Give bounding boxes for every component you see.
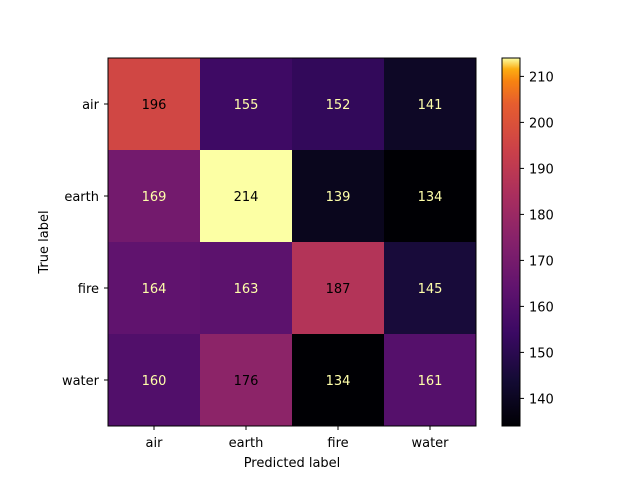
cell-value-label: 134	[418, 190, 443, 205]
cell-value-label: 214	[234, 190, 259, 205]
cell-value-label: 134	[326, 374, 351, 389]
heatmap-cell-air-fire	[292, 58, 385, 151]
heatmap-cell-fire-earth	[200, 242, 293, 335]
x-tick-label-air: air	[146, 436, 164, 451]
cell-value-label: 141	[418, 98, 443, 113]
colorbar-ticks: 140 150 160 170 180 190 200 210	[520, 70, 554, 407]
cell-value-label: 145	[418, 282, 443, 297]
heatmap-cell-air-air	[108, 58, 201, 151]
cell-value-label: 164	[142, 282, 167, 297]
cell-value-label: 176	[234, 374, 259, 389]
heatmap-cell-fire-fire	[292, 242, 385, 335]
heatmap-cell-water-earth	[200, 334, 293, 427]
heatmap-cell-earth-fire	[292, 150, 385, 243]
colorbar-tick-label: 200	[529, 116, 554, 131]
cell-value-label: 139	[326, 190, 351, 205]
colorbar-tick-label: 180	[529, 208, 554, 223]
cell-value-label: 152	[326, 98, 351, 113]
y-axis-ticks: air earth fire water	[62, 98, 108, 389]
heatmap-cell-fire-water	[384, 242, 477, 335]
cell-value-label: 163	[234, 282, 259, 297]
heatmap-cell-fire-air	[108, 242, 201, 335]
colorbar-tick-label: 160	[529, 300, 554, 315]
heatmap-cell-water-fire	[292, 334, 385, 427]
heatmap-cell-earth-earth	[200, 150, 293, 243]
y-tick-label-fire: fire	[78, 282, 99, 297]
plot-frame	[107, 57, 477, 427]
y-tick-label-earth: earth	[64, 190, 99, 205]
x-axis-label: Predicted label	[244, 456, 341, 471]
colorbar-tick-label: 140	[529, 392, 554, 407]
heatmap-cells: 196 155 152 141 169 214 139 134 164 163 187 145 160 1…	[108, 58, 477, 427]
colorbar-tick-label: 170	[529, 254, 554, 269]
heatmap-cell-water-air	[108, 334, 201, 427]
heatmap-cell-water-water	[384, 334, 477, 427]
colorbar-tick-label: 190	[529, 162, 554, 177]
y-axis-label: True label	[37, 210, 52, 274]
x-tick-label-fire: fire	[327, 436, 348, 451]
colorbar-tick-label: 150	[529, 346, 554, 361]
cell-value-label: 169	[142, 190, 167, 205]
y-tick-label-water: water	[62, 374, 100, 389]
cell-value-label: 155	[234, 98, 259, 113]
heatmap-cell-earth-water	[384, 150, 477, 243]
heatmap-cell-earth-air	[108, 150, 201, 243]
y-tick-label-air: air	[82, 98, 100, 113]
colorbar	[501, 57, 521, 427]
x-tick-label-earth: earth	[229, 436, 264, 451]
cell-value-label: 196	[142, 98, 167, 113]
heatmap-cell-air-earth	[200, 58, 293, 151]
cell-value-label: 187	[326, 282, 351, 297]
x-axis-ticks: air earth fire water	[146, 426, 449, 451]
cell-value-label: 161	[418, 374, 443, 389]
colorbar-tick-label: 210	[529, 70, 554, 85]
cell-value-label: 160	[142, 374, 167, 389]
heatmap-cell-air-water	[384, 58, 477, 151]
x-tick-label-water: water	[411, 436, 449, 451]
